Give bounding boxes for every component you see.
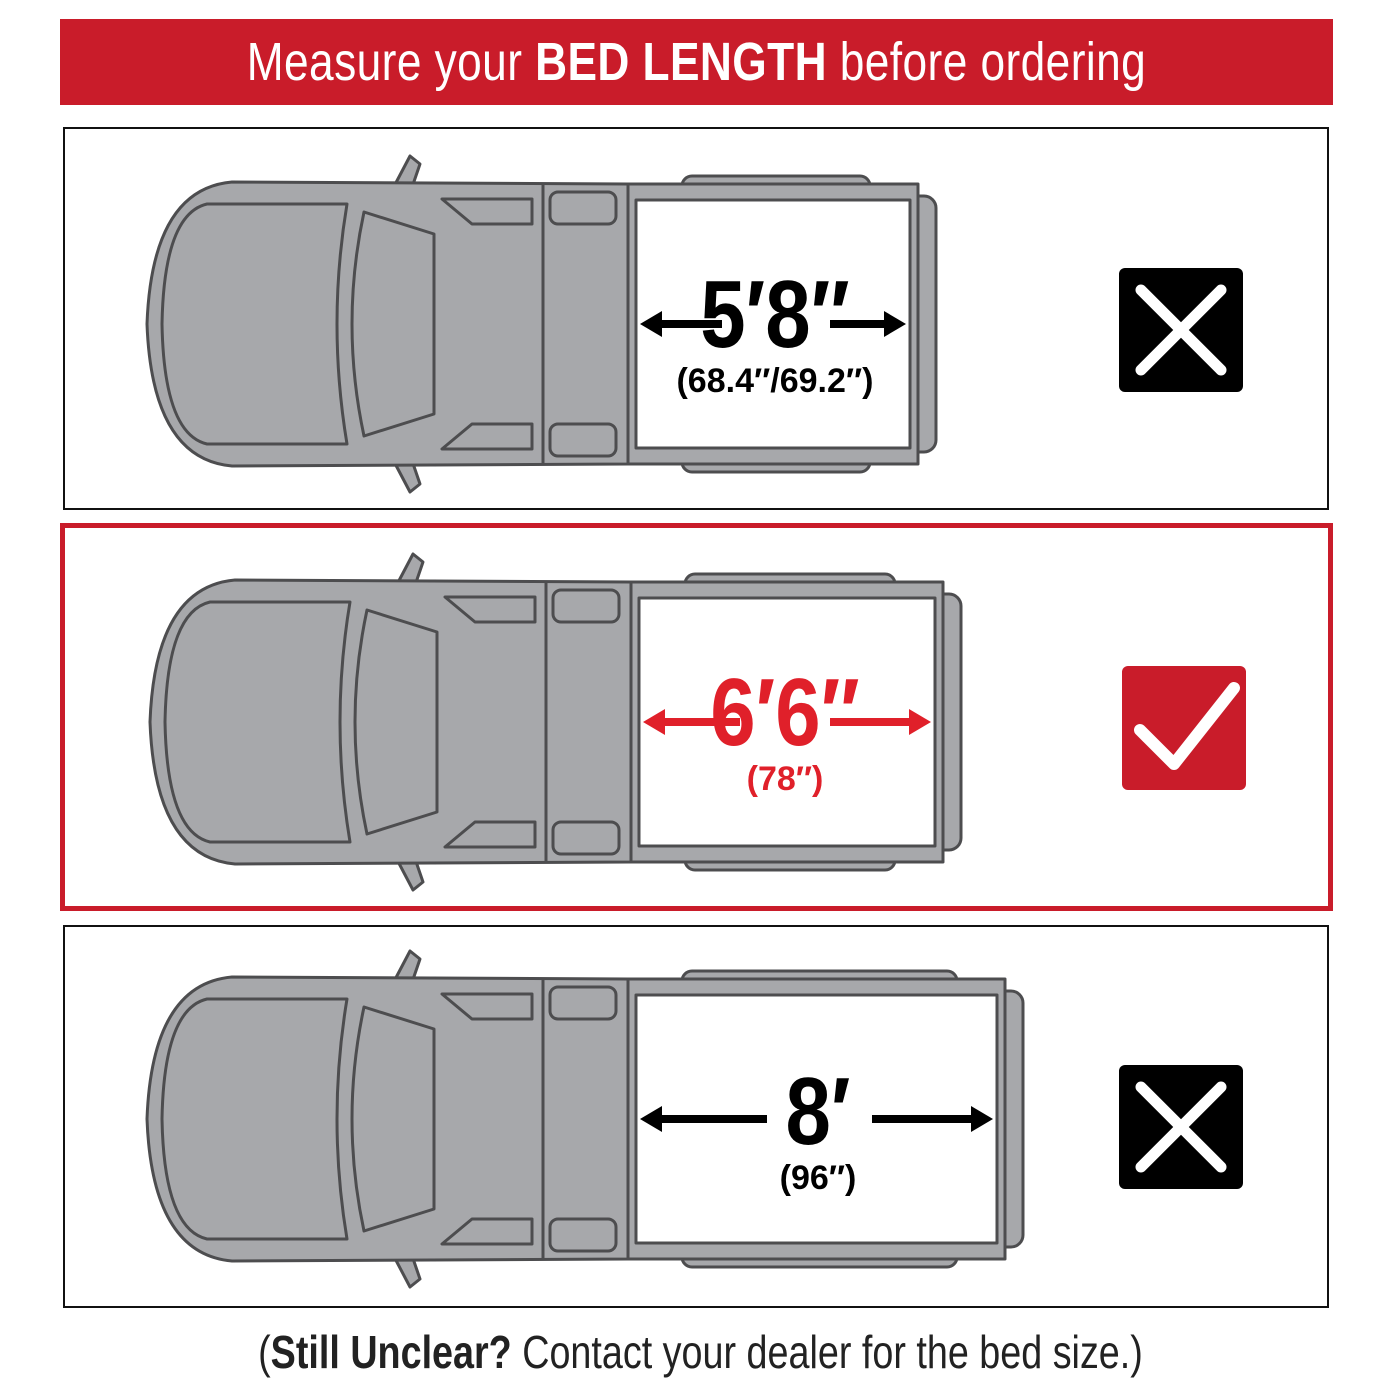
option-panel-6ft6: 6′6″ (78″) — [60, 523, 1333, 911]
header-title: Measure your BED LENGTH before ordering — [246, 32, 1147, 92]
pickup-truck-illustration — [145, 154, 938, 494]
left-arrow-head — [640, 1106, 662, 1132]
pickup-truck-illustration — [145, 949, 1025, 1289]
left-arrow-head — [640, 311, 662, 337]
door — [443, 820, 537, 849]
right-arrow-head — [971, 1106, 993, 1132]
windshield — [350, 1005, 436, 1233]
rear-window — [548, 190, 618, 226]
option-panel-5ft8: 5′8″ (68.4″/69.2″) — [63, 127, 1329, 510]
footer-note: (Still Unclear? Contact your dealer for … — [257, 1326, 1143, 1378]
bed-length-label: 6′6″ (78″) — [710, 659, 860, 798]
hood — [160, 997, 349, 1241]
option-panel-8ft: 8′ (96″) — [63, 925, 1329, 1308]
rear-window — [551, 588, 621, 624]
rear-window — [551, 820, 621, 856]
door — [443, 595, 537, 624]
bed-length-label: 8′ (96″) — [779, 1058, 857, 1197]
rear-window — [548, 1217, 618, 1253]
rear-window — [548, 422, 618, 458]
x-mark-icon — [1119, 268, 1243, 392]
rear-window — [548, 985, 618, 1021]
check-mark-icon — [1122, 666, 1246, 790]
right-arrow-head — [884, 311, 906, 337]
windshield — [353, 608, 439, 836]
header-banner: Measure your BED LENGTH before ordering — [60, 19, 1333, 105]
door — [440, 197, 534, 226]
door — [440, 992, 534, 1021]
hood — [163, 600, 352, 844]
door — [440, 1217, 534, 1246]
right-arrow-head — [909, 709, 931, 735]
hood — [160, 202, 349, 446]
left-arrow-head — [643, 709, 665, 735]
door — [440, 422, 534, 451]
header-emphasis: BED LENGTH — [535, 32, 828, 92]
footer-emphasis: Still Unclear? — [270, 1326, 512, 1378]
pickup-truck-illustration — [148, 552, 963, 892]
windshield — [350, 210, 436, 438]
bed-length-label: 5′8″ (68.4″/69.2″) — [676, 261, 874, 400]
x-mark-icon — [1119, 1065, 1243, 1189]
